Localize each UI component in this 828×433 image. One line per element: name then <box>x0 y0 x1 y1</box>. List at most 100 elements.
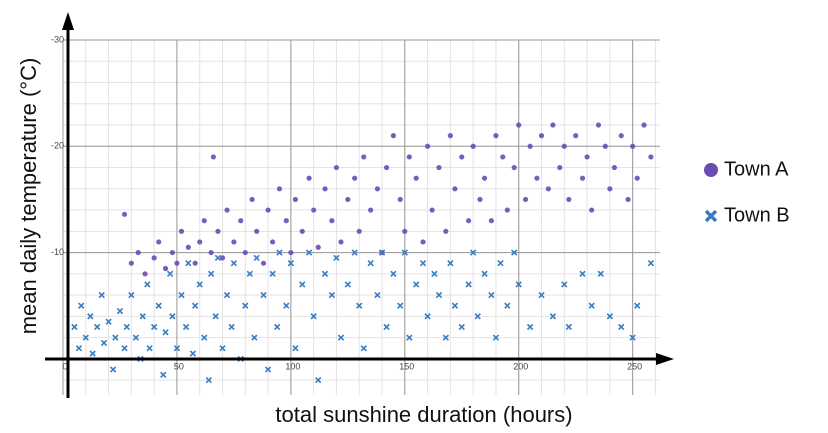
point <box>139 313 146 320</box>
point <box>516 122 522 128</box>
point <box>447 260 454 267</box>
point <box>109 366 117 373</box>
point <box>477 196 483 203</box>
point <box>515 281 522 288</box>
y-tick-label: -30 <box>51 34 64 44</box>
point <box>488 291 495 299</box>
point <box>254 228 260 234</box>
point <box>611 164 618 171</box>
point <box>504 302 511 309</box>
point <box>174 260 180 266</box>
point <box>185 260 192 267</box>
point <box>527 143 533 149</box>
grid <box>62 39 660 395</box>
point <box>566 196 572 203</box>
point <box>173 345 181 352</box>
point <box>481 270 488 277</box>
point <box>511 249 518 256</box>
point <box>504 207 510 213</box>
point <box>178 291 185 299</box>
point <box>424 313 431 320</box>
point <box>431 270 438 277</box>
point <box>333 254 340 262</box>
point <box>169 249 175 256</box>
legend-label: Town B <box>724 204 790 226</box>
point <box>367 260 374 267</box>
point <box>511 164 517 171</box>
y-axis-arrow <box>62 12 74 30</box>
point <box>264 366 272 373</box>
point <box>89 350 96 357</box>
point <box>219 345 226 352</box>
point <box>419 260 427 267</box>
point <box>283 302 290 309</box>
x-axis-label: total sunshine duration (hours) <box>275 402 572 427</box>
point <box>121 211 128 217</box>
point <box>146 345 153 352</box>
point <box>443 228 449 234</box>
point <box>634 175 640 181</box>
point <box>634 302 641 309</box>
point <box>156 239 162 245</box>
point <box>112 334 119 341</box>
point <box>242 249 248 256</box>
point <box>162 265 169 272</box>
point <box>561 281 568 288</box>
point <box>561 143 567 149</box>
point <box>322 186 328 192</box>
point <box>492 334 500 341</box>
point <box>162 329 169 336</box>
y-axis-label: mean daily temperature (°C) <box>16 58 41 335</box>
point <box>345 196 351 203</box>
point <box>488 218 494 224</box>
point <box>356 228 362 234</box>
point <box>274 323 281 331</box>
point <box>401 249 408 256</box>
point <box>132 334 140 341</box>
point <box>602 143 608 149</box>
x-tick-label: 50 <box>174 361 184 371</box>
point <box>128 260 134 266</box>
point <box>116 307 124 315</box>
point <box>459 154 465 160</box>
point <box>647 260 655 267</box>
point <box>100 339 108 347</box>
point <box>155 302 162 309</box>
point <box>356 302 363 309</box>
point <box>253 254 260 262</box>
point <box>481 175 488 181</box>
point <box>196 281 203 288</box>
point <box>618 323 625 331</box>
point <box>360 345 367 352</box>
point <box>413 281 420 288</box>
point <box>288 249 294 256</box>
point <box>197 239 203 245</box>
point <box>618 133 624 139</box>
x-tick-label: 250 <box>627 361 642 371</box>
point <box>374 291 381 299</box>
point <box>465 218 472 224</box>
point <box>71 323 78 331</box>
point <box>242 302 249 309</box>
point <box>189 350 197 357</box>
point <box>526 323 534 331</box>
point <box>246 270 254 277</box>
point <box>249 196 255 203</box>
point <box>352 175 358 181</box>
point <box>500 154 506 160</box>
point <box>545 186 551 192</box>
point <box>329 218 335 224</box>
point <box>451 302 459 309</box>
point <box>269 270 276 277</box>
point <box>538 291 545 299</box>
point <box>584 154 590 160</box>
point <box>522 196 529 203</box>
point <box>260 260 267 266</box>
point <box>397 196 403 203</box>
legend-label: Town A <box>724 158 789 180</box>
point <box>283 218 289 224</box>
point <box>390 270 397 277</box>
point <box>150 323 158 331</box>
point <box>328 291 336 299</box>
point <box>406 154 412 160</box>
